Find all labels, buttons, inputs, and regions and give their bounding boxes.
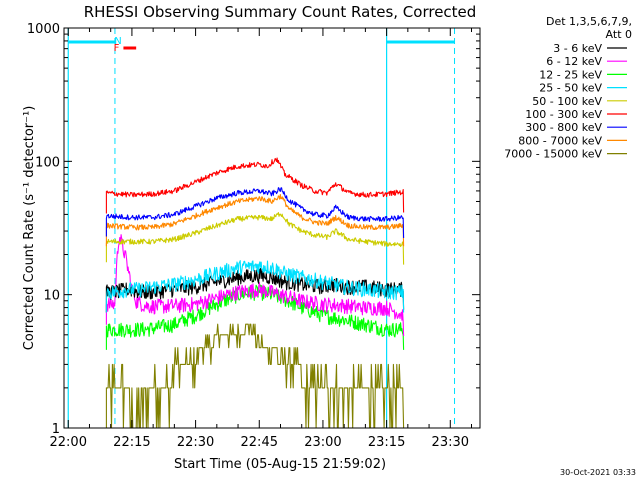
legend-label-5: 100 - 300 keV <box>525 108 602 121</box>
series-line-8 <box>105 323 405 429</box>
legend-label-1: 6 - 12 keV <box>546 55 602 68</box>
legend-label-6: 300 - 800 keV <box>525 121 602 134</box>
legend-label-7: 800 - 7000 keV <box>518 134 602 147</box>
x-tick-label-2: 22:30 <box>177 435 214 450</box>
flare-label: F <box>114 43 120 54</box>
x-tick-label-0: 22:00 <box>50 435 87 450</box>
axis-layer: 22:00 22:15 22:30 22:45 23:00 23:15 23:30 1 10 10… <box>27 22 480 450</box>
footer-timestamp: 30-Oct-2021 03:33 <box>560 468 636 477</box>
legend-label-2: 12 - 25 keV <box>539 68 602 81</box>
plot-frame <box>63 27 481 429</box>
x-tick-label-5: 23:15 <box>368 435 405 450</box>
x-tick-label-6: 23:30 <box>432 435 469 450</box>
series-line-3 <box>105 260 405 313</box>
legend-label-3: 25 - 50 keV <box>539 82 602 95</box>
legend-header-line-2: Att 0 <box>606 28 632 41</box>
saa-label: N <box>114 36 121 47</box>
x-tick-label-4: 23:00 <box>304 435 341 450</box>
chart-title: RHESSI Observing Summary Count Rates, Co… <box>84 3 477 21</box>
series-line-5 <box>105 157 405 214</box>
y-tick-label-0: 1 <box>52 422 60 437</box>
y-tick-label-1: 10 <box>43 289 60 304</box>
series-layer <box>105 157 405 429</box>
series-line-1 <box>105 234 405 337</box>
y-axis-label: Corrected Count Rate (s⁻¹ detector⁻¹) <box>22 106 37 351</box>
y-tick-label-2: 100 <box>35 155 60 170</box>
legend-label-4: 50 - 100 keV <box>532 95 602 108</box>
series-line-0 <box>105 268 405 313</box>
legend-header-line-1: Det 1,3,5,6,7,9, <box>546 15 632 28</box>
series-line-4 <box>105 212 405 265</box>
x-tick-label-1: 22:15 <box>113 435 150 450</box>
series-line-7 <box>105 193 405 247</box>
annotation-layer: NF <box>68 36 455 54</box>
legend-label-0: 3 - 6 keV <box>553 42 602 55</box>
legend-label-8: 7000 - 15000 keV <box>504 148 602 161</box>
series-line-6 <box>105 187 405 239</box>
x-tick-label-3: 22:45 <box>241 435 278 450</box>
y-tick-label-3: 1000 <box>27 22 60 37</box>
x-axis-label: Start Time (05-Aug-15 21:59:02) <box>174 457 386 472</box>
